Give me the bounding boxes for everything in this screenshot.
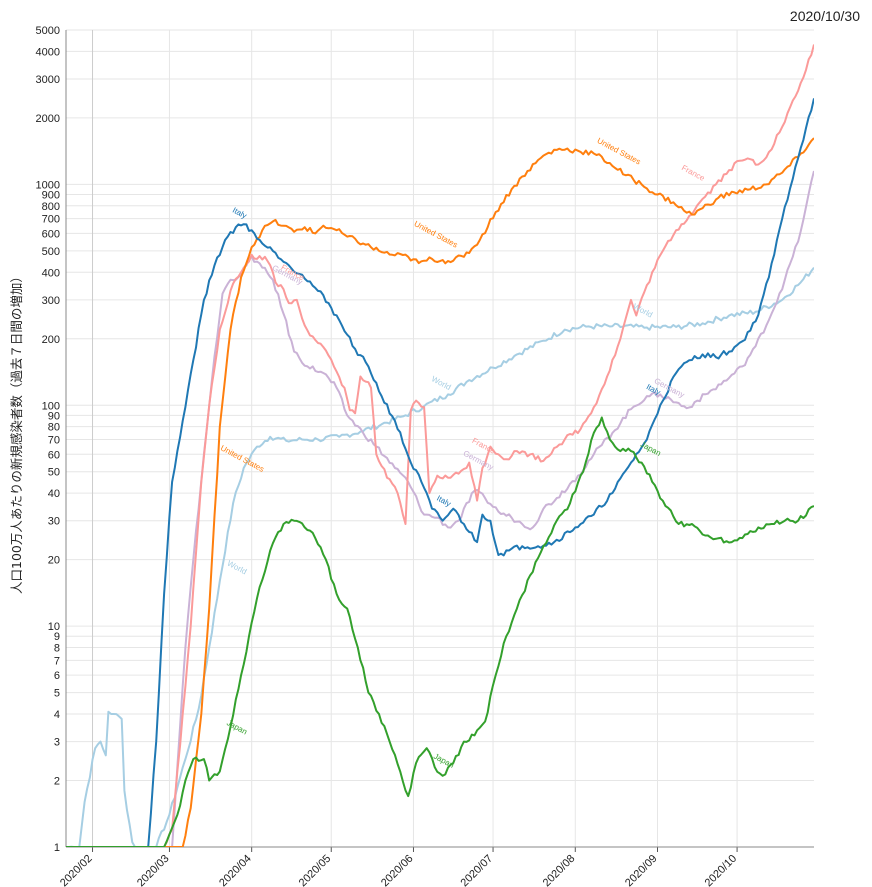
y-tick-label: 700 xyxy=(42,214,60,226)
series-line-japan xyxy=(66,416,814,847)
x-tick-label: 2020/09 xyxy=(623,853,660,887)
y-tick-label: 5 xyxy=(54,688,60,700)
series-label-united-states: United States xyxy=(596,136,643,166)
series-line-united-states xyxy=(66,137,814,847)
y-tick-label: 9 xyxy=(54,631,60,643)
y-tick-label: 10 xyxy=(48,621,60,633)
y-tick-label: 8 xyxy=(54,643,60,655)
series-line-world xyxy=(66,266,814,847)
y-tick-label: 90 xyxy=(48,410,60,422)
series-label-italy: Italy xyxy=(435,494,452,509)
y-tick-label: 20 xyxy=(48,555,60,567)
y-tick-label: 80 xyxy=(48,422,60,434)
series-line-france xyxy=(66,44,814,847)
series-label-united-states: United States xyxy=(219,443,266,473)
x-tick-label: 2020/06 xyxy=(379,853,416,887)
y-tick-label: 800 xyxy=(42,201,60,213)
series-label-france: France xyxy=(680,163,707,183)
series-lines xyxy=(66,44,814,847)
y-tick-label: 400 xyxy=(42,267,60,279)
series-label-united-states: United States xyxy=(413,219,460,249)
y-tick-label: 500 xyxy=(42,246,60,258)
y-tick-label: 1 xyxy=(54,842,60,854)
y-tick-label: 7 xyxy=(54,655,60,667)
y-tick-label: 3000 xyxy=(36,74,60,86)
x-tick-label: 2020/10 xyxy=(703,853,740,887)
y-tick-label: 300 xyxy=(42,295,60,307)
y-tick-label: 3 xyxy=(54,737,60,749)
y-tick-label: 600 xyxy=(42,228,60,240)
y-tick-label: 6 xyxy=(54,670,60,682)
y-tick-label: 4000 xyxy=(36,46,60,58)
x-tick-label: 2020/03 xyxy=(135,853,172,887)
y-tick-label: 4 xyxy=(54,709,60,721)
x-tick-label: 2020/02 xyxy=(58,853,95,887)
y-tick-label: 100 xyxy=(42,400,60,412)
y-tick-label: 60 xyxy=(48,449,60,461)
x-tick-label: 2020/05 xyxy=(297,853,334,887)
series-label-world: World xyxy=(226,559,249,577)
snapshot-date: 2020/10/30 xyxy=(789,8,860,24)
series-label-world: World xyxy=(631,302,654,320)
y-tick-label: 1000 xyxy=(36,179,60,191)
y-tick-label: 70 xyxy=(48,434,60,446)
y-tick-label: 2 xyxy=(54,776,60,788)
grid-lines xyxy=(66,29,814,848)
y-tick-label: 50 xyxy=(48,467,60,479)
y-tick-label: 900 xyxy=(42,189,60,201)
x-tick-label: 2020/04 xyxy=(217,853,254,887)
y-tick-label: 5000 xyxy=(36,25,60,37)
y-tick-label: 2000 xyxy=(36,113,60,125)
x-tick-label: 2020/07 xyxy=(459,853,496,887)
y-tick-label: 40 xyxy=(48,488,60,500)
x-tick-label: 2020/08 xyxy=(541,853,578,887)
y-tick-label: 200 xyxy=(42,334,60,346)
y-tick-label: 30 xyxy=(48,516,60,528)
series-label-world: World xyxy=(430,374,453,392)
series-line-italy xyxy=(66,98,814,847)
series-label-japan: Japan xyxy=(639,440,662,458)
